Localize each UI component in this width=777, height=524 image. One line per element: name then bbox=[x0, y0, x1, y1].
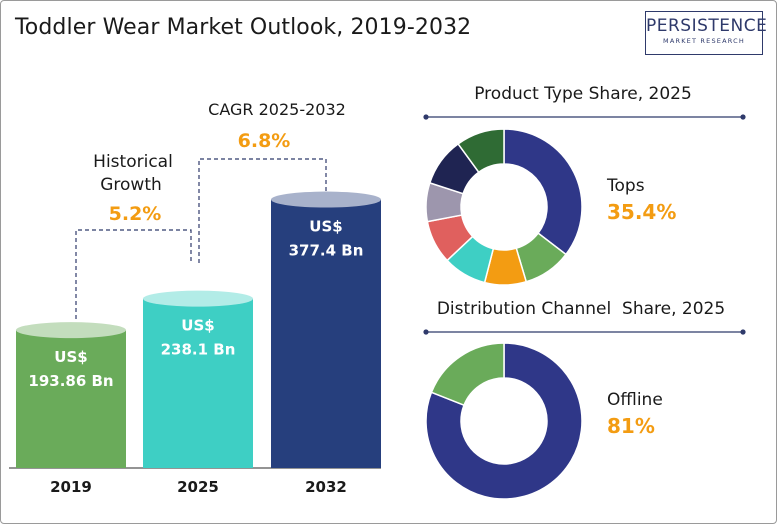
logo-sub-text: MARKET RESEARCH bbox=[663, 37, 745, 45]
donut-channel-chart bbox=[425, 342, 583, 500]
x-tick-label: 2025 bbox=[177, 478, 219, 496]
bar-cap bbox=[143, 290, 253, 307]
rule-end-dot bbox=[740, 114, 746, 120]
cagr-connector bbox=[198, 158, 327, 263]
bar-value-prefix: US$ bbox=[309, 218, 342, 236]
bar-2019: US$ 193.86 Bn 2019 bbox=[16, 322, 126, 496]
bar-value-prefix: US$ bbox=[54, 348, 87, 366]
bar-2032: US$ 377.4 Bn 2032 bbox=[271, 191, 381, 496]
page-title: Toddler Wear Market Outlook, 2019-2032 bbox=[15, 15, 472, 40]
brand-logo: PERSISTENCE MARKET RESEARCH bbox=[645, 11, 768, 55]
donut-slice bbox=[457, 128, 505, 174]
channel-highlight-label: Offline bbox=[607, 390, 663, 410]
bar-value-amount: 377.4 Bn bbox=[289, 242, 364, 260]
rule-end-dot bbox=[423, 329, 429, 335]
product-type-highlight-value: 35.4% bbox=[607, 200, 676, 224]
bar-body bbox=[271, 199, 381, 469]
historical-growth-label-line1: Historical bbox=[93, 152, 173, 172]
bar-cap bbox=[16, 322, 126, 339]
donut-slice bbox=[430, 342, 505, 407]
rule-end-dot bbox=[740, 329, 746, 335]
donut-product-chart bbox=[425, 128, 583, 286]
bar-value-prefix: US$ bbox=[181, 317, 214, 335]
rule-end-dot bbox=[423, 114, 429, 120]
bar-2025: US$ 238.1 Bn 2025 bbox=[143, 290, 253, 496]
historical-growth-label-line2: Growth bbox=[100, 175, 162, 195]
channel-highlight-value: 81% bbox=[607, 414, 655, 438]
x-tick-label: 2019 bbox=[50, 478, 92, 496]
product-type-highlight-label: Tops bbox=[606, 176, 645, 196]
donut-slice bbox=[503, 128, 583, 256]
donut-slice bbox=[425, 342, 583, 500]
bar-body bbox=[16, 330, 126, 468]
bar-cap bbox=[271, 191, 381, 208]
bar-value-amount: 193.86 Bn bbox=[28, 372, 113, 390]
historical-growth-value: 5.2% bbox=[109, 203, 162, 225]
cagr-label: CAGR 2025-2032 bbox=[208, 100, 346, 119]
distribution-channel-title: Distribution Channel Share, 2025 bbox=[437, 299, 725, 319]
bar-body bbox=[143, 298, 253, 468]
cagr-value: 6.8% bbox=[238, 130, 291, 152]
product-type-title: Product Type Share, 2025 bbox=[474, 84, 692, 104]
logo-main-text: PERSISTENCE bbox=[646, 16, 768, 36]
bar-value-amount: 238.1 Bn bbox=[161, 341, 236, 359]
historical-growth-connector bbox=[75, 229, 192, 319]
x-tick-label: 2032 bbox=[305, 478, 347, 496]
